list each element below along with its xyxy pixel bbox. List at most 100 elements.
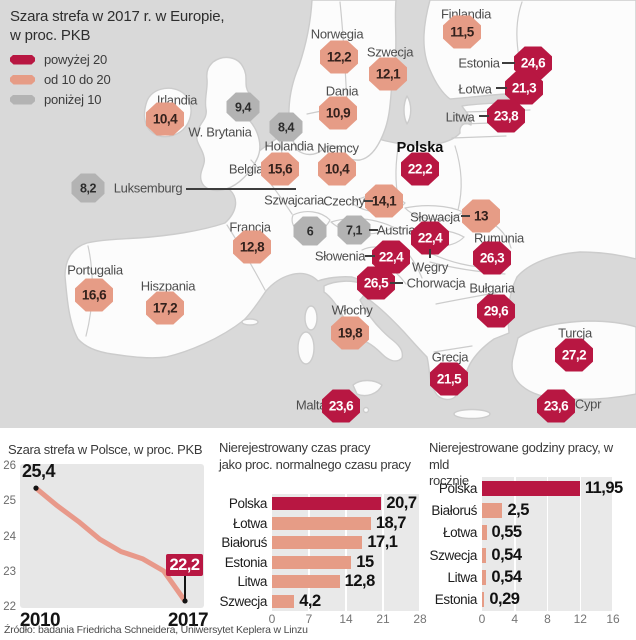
- bar-row: Łotwa 18,7: [217, 514, 432, 534]
- country-value-badge: 27,2: [555, 338, 593, 372]
- map-title-line2: w proc. PKB: [10, 27, 91, 44]
- island-crete: [453, 408, 491, 420]
- country-label: Luksemburg: [113, 180, 183, 196]
- legend-item: poniżej 10: [10, 92, 110, 107]
- legend-item: od 10 do 20: [10, 72, 111, 87]
- label-connector-line: [186, 188, 296, 190]
- map-legend: powyżej 20 od 10 do 20 poniżej 10: [10, 52, 111, 112]
- country-value-badge: 8,4: [269, 112, 303, 142]
- bar-category-label: Estonia: [224, 554, 268, 570]
- bar-category-label: Łotwa: [232, 515, 267, 531]
- bar-row: Litwa 0,54: [423, 566, 636, 588]
- country-value-badge: 26,3: [473, 241, 511, 275]
- island-sicily: [352, 379, 383, 397]
- x-axis-tick-label: 0: [478, 612, 486, 626]
- country-value-badge: 10,4: [318, 152, 356, 186]
- x-axis-tick-label: 21: [376, 612, 390, 626]
- gridline: [345, 494, 347, 611]
- country-value-badge: 8,2: [71, 173, 105, 203]
- x-axis-tick-label: 7: [305, 612, 313, 626]
- country-value-badge: 17,2: [146, 291, 184, 325]
- bar-value-label: 0,54: [491, 545, 522, 564]
- bar: [272, 536, 363, 550]
- bar-value-label: 0,55: [491, 523, 523, 542]
- hours-pct-title-line1: Nierejestrowany czas pracy: [219, 440, 371, 455]
- label-connector-line: [390, 282, 403, 284]
- country-label: Norwegia: [310, 26, 364, 42]
- country-label: Czechy: [323, 193, 365, 209]
- country-value-badge: 23,6: [537, 389, 575, 423]
- country-value-badge: 29,6: [477, 294, 515, 328]
- hours-abs-title-line1: Nierejestrowane godziny pracy, w mld: [429, 440, 613, 472]
- country-label: Malta: [295, 397, 327, 413]
- end-value-callout-line: [184, 576, 186, 599]
- bar-row: Białoruś 2,5: [423, 499, 636, 521]
- label-connector-line: [429, 249, 431, 258]
- country-label: Słowacja: [410, 209, 460, 225]
- bar-category-label: Białoruś: [221, 535, 267, 551]
- bar-row: Szwecja 4,2: [217, 592, 432, 612]
- country-label: Chorwacja: [406, 275, 466, 291]
- country-value-badge: 6: [293, 216, 327, 246]
- country-value-badge: 7,1: [337, 215, 371, 245]
- country-label: Estonia: [458, 55, 500, 71]
- europe-map-section: Szara strefa w 2017 r. w Europie, w proc…: [0, 0, 636, 428]
- bar: [482, 547, 487, 563]
- country-label: Łotwa: [458, 81, 492, 97]
- country-label: Litwa: [445, 109, 475, 125]
- bar: [482, 502, 503, 518]
- poland-line-chart: [33, 485, 188, 604]
- label-connector-line: [369, 229, 378, 231]
- country-label: W. Brytania: [188, 124, 252, 140]
- country-value-badge: 16,6: [75, 278, 113, 312]
- x-axis-tick-label: 8: [544, 612, 551, 626]
- end-value-badge: 22,2: [166, 554, 203, 576]
- country-value-badge: 26,5: [357, 266, 395, 300]
- country-value-badge: 21,5: [430, 362, 468, 396]
- bar-category-label: Szwecja: [219, 593, 268, 609]
- bar: [272, 516, 371, 530]
- bar-value-label: 20,7: [386, 494, 417, 513]
- country-value-badge: 19,8: [331, 316, 369, 350]
- country-value-badge: 23,8: [487, 99, 525, 133]
- country-label: Grecja: [431, 349, 469, 365]
- gridline: [308, 494, 310, 611]
- x-axis-tick-label: 12: [573, 612, 587, 626]
- bar-category-label: Łotwa: [442, 525, 477, 541]
- hours-pct-chart-title: Nierejestrowany czas pracy jako proc. no…: [219, 440, 411, 473]
- bar: [482, 480, 580, 496]
- bar: [272, 594, 295, 608]
- legend-label: powyżej 20: [44, 52, 108, 67]
- y-axis-tick-label: 24: [3, 530, 16, 543]
- bar-row: Białoruś 17,1: [217, 533, 432, 553]
- bar-category-label: Litwa: [237, 574, 267, 590]
- country-label: Dania: [325, 83, 359, 99]
- country-label: Węgry: [411, 259, 449, 275]
- country-value-badge: 10,4: [146, 102, 184, 136]
- country-label: Belgia: [228, 161, 264, 177]
- country-label: Niemcy: [317, 140, 359, 156]
- bar-value-label: 15: [356, 552, 374, 571]
- country-value-badge: 12,2: [320, 40, 358, 74]
- bar-value-label: 2,5: [507, 500, 529, 519]
- x-axis-tick-label: 14: [339, 612, 353, 626]
- line-start-dot: [33, 485, 39, 491]
- bar-row: Polska 20,7: [217, 494, 432, 514]
- legend-label: od 10 do 20: [44, 72, 111, 87]
- country-label: Słowenia: [314, 248, 366, 264]
- poland-trend-line: [33, 485, 188, 604]
- hours-abs-title-line2: rocznie: [429, 473, 469, 488]
- gridline: [546, 477, 549, 611]
- bar-value-label: 0,29: [489, 590, 520, 609]
- bar: [482, 569, 487, 585]
- source-note: Źródło: badania Friedricha Schneidera, U…: [4, 624, 308, 636]
- label-connector-line: [461, 215, 470, 217]
- map-title: Szara strefa w 2017 r. w Europie, w proc…: [10, 7, 225, 45]
- bar: [482, 592, 485, 608]
- bar-value-label: 17,1: [367, 533, 398, 552]
- gridline: [612, 477, 614, 611]
- bar-category-label: Estonia: [434, 592, 478, 608]
- bar-value-label: 11,95: [584, 478, 623, 497]
- country-value-badge: 9,4: [226, 92, 260, 122]
